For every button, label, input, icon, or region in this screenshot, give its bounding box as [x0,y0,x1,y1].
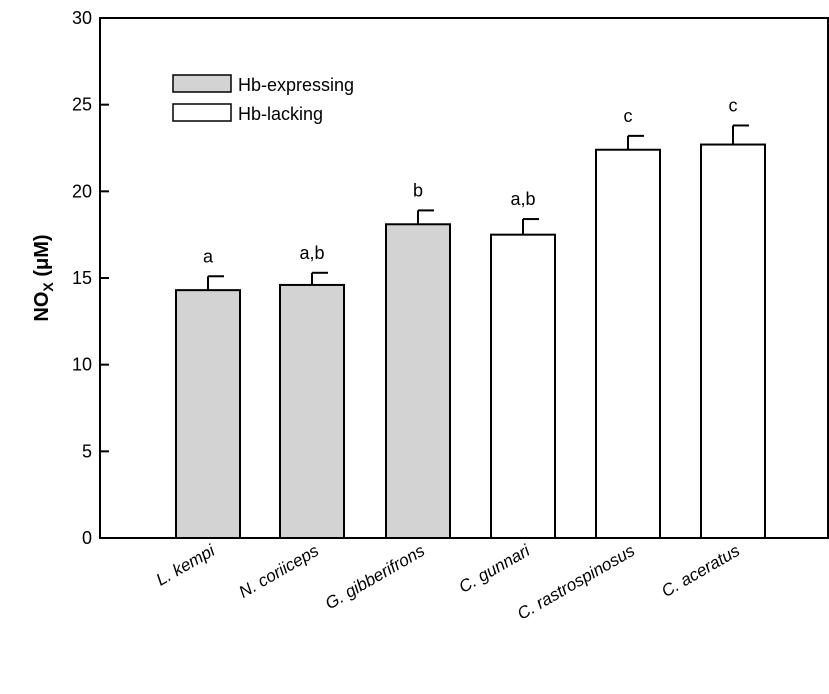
significance-label: a,b [299,243,324,263]
bar [595,148,661,539]
y-axis-label-main: NO [31,292,53,322]
y-axis-ticks: 0 5 10 15 20 25 30 [72,8,109,548]
y-tick-label: 5 [82,441,92,461]
significance-label: a,b [510,189,535,209]
y-axis-label-sub: X [40,282,56,292]
significance-label: a [203,246,214,266]
x-tick-label: C. rastrospinosus [514,541,638,624]
bar [385,223,451,539]
y-tick-label: 30 [72,8,92,28]
legend-swatch-hb-lacking [172,103,232,122]
significance-label: b [413,180,423,200]
bar [175,289,241,539]
y-tick-label: 15 [72,268,92,288]
y-axis-label-unit: (μM) [31,234,53,282]
significance-label: c [729,95,738,115]
x-tick-label: L. kempi [153,540,219,589]
legend-swatch-hb-expressing [172,74,232,93]
bar [279,283,345,539]
legend: Hb-expressing Hb-lacking [172,74,354,124]
legend-label-hb-expressing: Hb-expressing [238,75,354,95]
x-tick-label: C. gunnari [456,540,534,596]
x-tick-label: N. coriiceps [236,541,323,602]
y-tick-label: 10 [72,355,92,375]
bar [490,233,556,540]
bar [700,143,766,540]
y-tick-label: 0 [82,528,92,548]
legend-label-hb-lacking: Hb-lacking [238,104,323,124]
y-tick-label: 20 [72,181,92,201]
x-axis-labels: L. kempi N. coriiceps G. gibberifrons C. gu… [153,540,744,623]
significance-label: c [624,106,633,126]
y-axis-label: NOX (μM) [31,234,56,321]
y-tick-label: 25 [72,95,92,115]
bars-group: a a,b b a,b c c [175,95,766,540]
x-tick-label: G. gibberifrons [322,541,428,613]
x-tick-label: C. aceratus [658,541,743,601]
